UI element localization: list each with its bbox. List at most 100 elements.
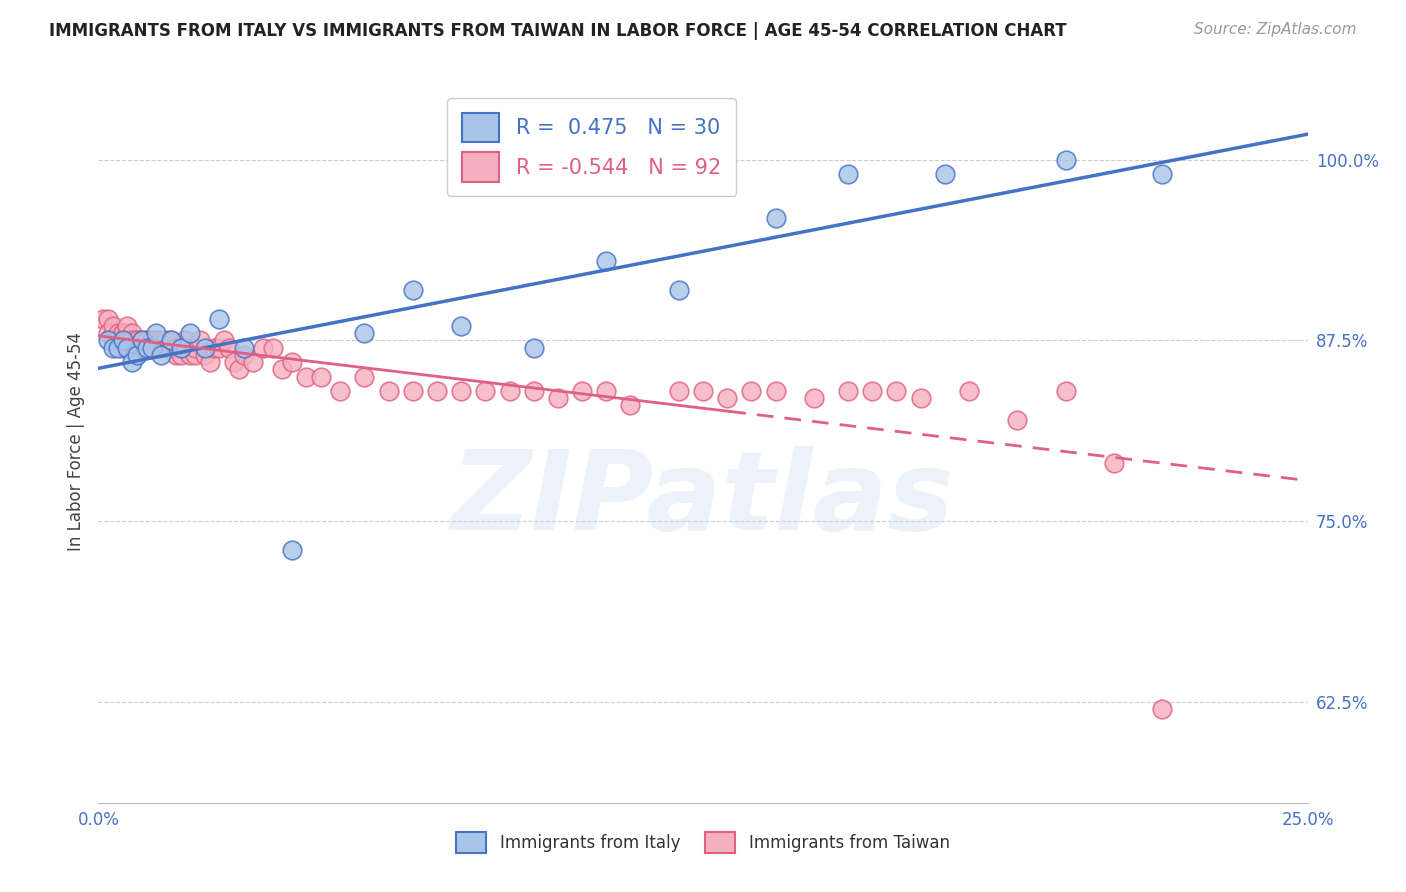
Point [141,341,163,355]
Point [155,341,177,355]
Point [179,326,201,341]
Point [204,341,226,355]
Point [523,384,546,398]
Point [135,334,157,348]
Point [117,334,139,348]
Point [281,355,304,369]
Point [692,384,714,398]
Point [668,283,690,297]
Point [1054,153,1077,167]
Point [101,318,124,333]
Point [1054,384,1077,398]
Point [179,348,201,362]
Point [450,318,472,333]
Point [232,341,254,355]
Point [228,362,250,376]
Point [271,362,294,376]
Point [160,334,183,348]
Point [107,334,129,348]
Point [886,384,908,398]
Point [160,341,183,355]
Point [111,334,134,348]
Point [547,391,569,405]
Point [668,384,690,398]
Point [135,334,157,348]
Point [97,311,120,326]
Point [329,384,352,398]
Point [107,341,129,355]
Point [716,391,738,405]
Point [131,334,153,348]
Point [121,326,143,341]
Point [111,334,134,348]
Point [135,341,157,355]
Point [184,341,207,355]
Point [150,348,173,362]
Y-axis label: In Labor Force | Age 45-54: In Labor Force | Age 45-54 [66,332,84,551]
Point [107,334,129,348]
Text: Source: ZipAtlas.com: Source: ZipAtlas.com [1194,22,1357,37]
Point [837,167,859,181]
Point [1102,456,1125,470]
Point [295,369,318,384]
Legend: Immigrants from Italy, Immigrants from Taiwan: Immigrants from Italy, Immigrants from T… [450,826,956,860]
Text: ZIPatlas: ZIPatlas [451,446,955,553]
Point [117,318,139,333]
Point [281,543,304,558]
Point [1152,167,1174,181]
Point [765,384,787,398]
Point [232,348,254,362]
Point [117,326,139,341]
Point [150,341,173,355]
Point [377,384,399,398]
Point [127,334,149,348]
Point [595,254,617,268]
Point [121,334,143,348]
Point [165,348,187,362]
Point [111,326,134,341]
Point [188,334,211,348]
Point [212,334,235,348]
Point [208,341,231,355]
Point [141,341,163,355]
Point [169,348,191,362]
Point [117,341,139,355]
Point [131,341,153,355]
Point [127,348,149,362]
Point [523,341,546,355]
Point [222,355,245,369]
Point [498,384,520,398]
Point [127,334,149,348]
Point [353,369,375,384]
Point [101,341,124,355]
Point [910,391,932,405]
Point [860,384,883,398]
Point [198,355,221,369]
Point [571,384,593,398]
Point [127,341,149,355]
Point [426,384,449,398]
Point [145,326,167,341]
Point [262,341,284,355]
Point [957,384,980,398]
Point [121,355,143,369]
Point [208,311,231,326]
Point [252,341,274,355]
Point [765,211,787,225]
Point [150,334,173,348]
Point [194,348,217,362]
Point [141,334,163,348]
Point [101,326,124,341]
Point [145,341,167,355]
Point [595,384,617,398]
Point [97,326,120,341]
Point [242,355,264,369]
Point [131,334,153,348]
Point [934,167,956,181]
Point [135,341,157,355]
Point [450,384,472,398]
Point [160,334,183,348]
Point [169,341,191,355]
Point [174,334,197,348]
Point [218,341,240,355]
